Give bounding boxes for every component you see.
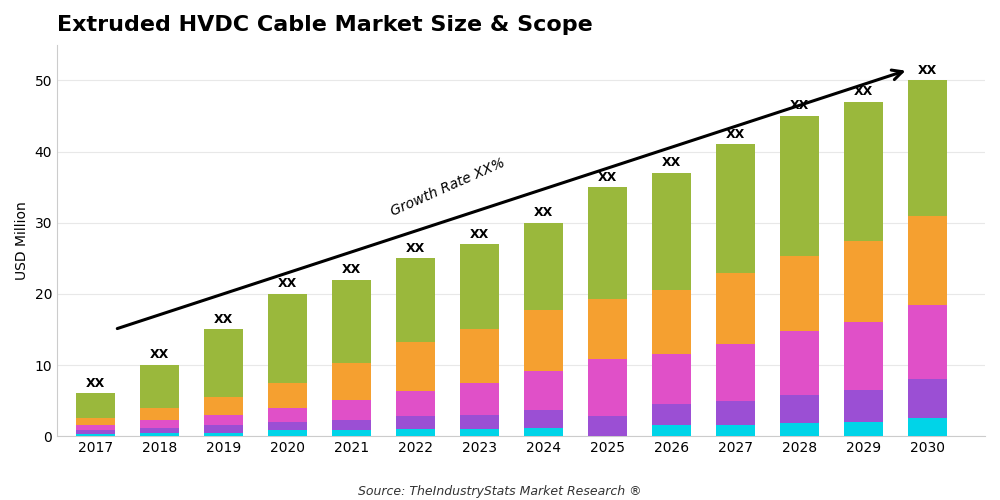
Bar bbox=[652, 290, 691, 354]
Bar bbox=[76, 394, 115, 418]
Text: XX: XX bbox=[342, 263, 361, 276]
Bar bbox=[716, 426, 755, 436]
Bar bbox=[524, 428, 563, 436]
Bar bbox=[396, 429, 435, 436]
Bar bbox=[524, 410, 563, 428]
Bar bbox=[908, 304, 947, 379]
Bar bbox=[140, 420, 179, 428]
Text: XX: XX bbox=[86, 377, 105, 390]
Bar bbox=[780, 256, 819, 331]
Bar bbox=[588, 416, 627, 436]
Bar bbox=[268, 422, 307, 430]
Bar bbox=[268, 294, 307, 383]
Text: XX: XX bbox=[406, 242, 425, 254]
Bar bbox=[716, 272, 755, 344]
Bar bbox=[204, 415, 243, 426]
Bar bbox=[652, 354, 691, 404]
Bar bbox=[844, 322, 883, 390]
Bar bbox=[140, 408, 179, 420]
Bar bbox=[716, 400, 755, 425]
Bar bbox=[396, 342, 435, 392]
Bar bbox=[332, 430, 371, 436]
Bar bbox=[396, 258, 435, 342]
Bar bbox=[76, 430, 115, 434]
Bar bbox=[460, 244, 499, 330]
Bar bbox=[716, 344, 755, 400]
Bar bbox=[908, 379, 947, 418]
Text: XX: XX bbox=[534, 206, 553, 219]
Bar bbox=[268, 430, 307, 436]
Bar bbox=[204, 426, 243, 432]
Bar bbox=[908, 418, 947, 436]
Bar bbox=[460, 330, 499, 383]
Bar bbox=[844, 422, 883, 436]
Bar bbox=[396, 416, 435, 429]
Bar bbox=[332, 280, 371, 363]
Bar bbox=[204, 397, 243, 415]
Bar bbox=[652, 173, 691, 290]
Bar bbox=[588, 299, 627, 360]
Text: Growth Rate XX%: Growth Rate XX% bbox=[388, 156, 507, 219]
Bar bbox=[332, 400, 371, 420]
Bar bbox=[268, 408, 307, 422]
Bar bbox=[588, 360, 627, 416]
Bar bbox=[780, 331, 819, 395]
Bar bbox=[332, 420, 371, 430]
Bar bbox=[332, 363, 371, 400]
Text: XX: XX bbox=[726, 128, 745, 141]
Bar bbox=[780, 395, 819, 424]
Bar bbox=[908, 216, 947, 304]
Bar bbox=[780, 424, 819, 436]
Bar bbox=[204, 432, 243, 436]
Text: XX: XX bbox=[214, 313, 233, 326]
Text: XX: XX bbox=[854, 85, 873, 98]
Text: Extruded HVDC Cable Market Size & Scope: Extruded HVDC Cable Market Size & Scope bbox=[57, 15, 593, 35]
Bar bbox=[652, 426, 691, 436]
Bar bbox=[588, 187, 627, 299]
Text: XX: XX bbox=[470, 228, 489, 240]
Text: XX: XX bbox=[150, 348, 169, 362]
Bar bbox=[652, 404, 691, 425]
Bar bbox=[460, 415, 499, 429]
Bar bbox=[140, 365, 179, 408]
Bar bbox=[524, 222, 563, 310]
Text: XX: XX bbox=[790, 100, 809, 112]
Bar bbox=[844, 390, 883, 422]
Bar bbox=[204, 330, 243, 397]
Bar bbox=[76, 426, 115, 430]
Bar bbox=[76, 434, 115, 436]
Bar bbox=[396, 392, 435, 416]
Bar bbox=[268, 383, 307, 407]
Bar bbox=[460, 383, 499, 415]
Text: Source: TheIndustryStats Market Research ®: Source: TheIndustryStats Market Research… bbox=[358, 485, 642, 498]
Bar bbox=[460, 429, 499, 436]
Bar bbox=[844, 102, 883, 240]
Bar bbox=[844, 240, 883, 322]
Bar bbox=[908, 80, 947, 216]
Bar bbox=[524, 370, 563, 410]
Bar bbox=[76, 418, 115, 426]
Bar bbox=[140, 428, 179, 434]
Text: XX: XX bbox=[918, 64, 937, 77]
Text: XX: XX bbox=[662, 156, 681, 170]
Text: XX: XX bbox=[278, 278, 297, 290]
Bar bbox=[524, 310, 563, 370]
Bar bbox=[140, 434, 179, 436]
Y-axis label: USD Million: USD Million bbox=[15, 201, 29, 280]
Bar bbox=[780, 116, 819, 256]
Text: XX: XX bbox=[598, 170, 617, 183]
Bar bbox=[716, 144, 755, 272]
